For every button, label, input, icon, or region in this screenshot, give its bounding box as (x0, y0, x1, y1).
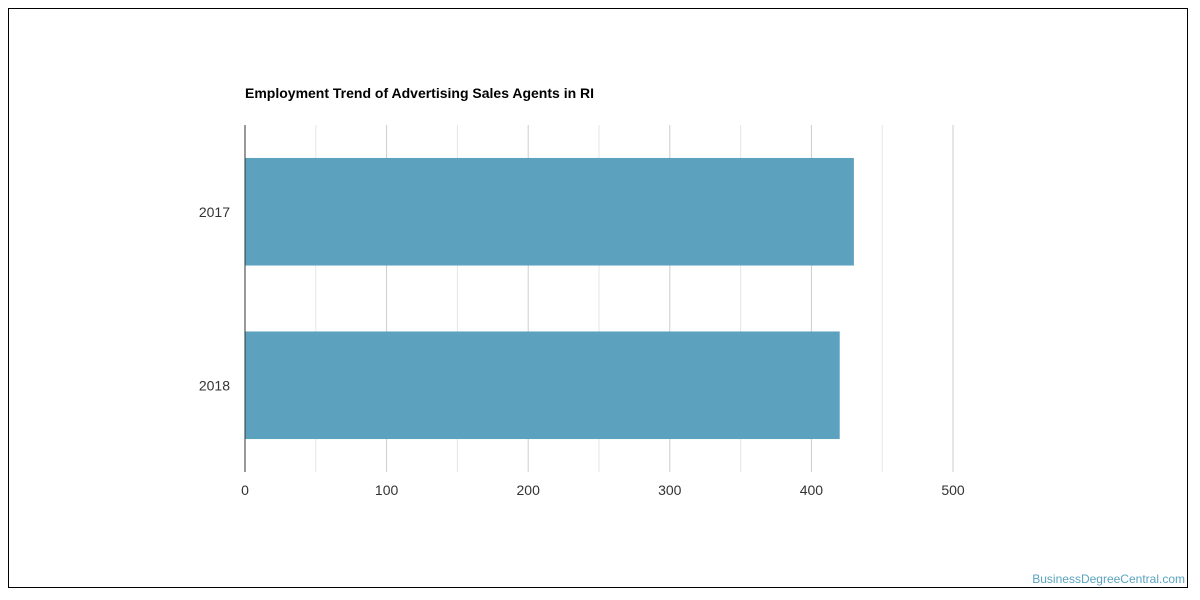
x-tick-label: 300 (658, 482, 682, 498)
bar-2017 (245, 157, 854, 266)
x-tick-label: 100 (375, 482, 399, 498)
category-label-2017: 2017 (199, 204, 230, 220)
watermark-text: BusinessDegreeCentral.com (1032, 572, 1185, 586)
x-tick-label: 400 (800, 482, 824, 498)
category-label-2018: 2018 (199, 377, 230, 393)
x-tick-label: 200 (517, 482, 541, 498)
x-tick-label: 0 (241, 482, 249, 498)
x-tick-labels: 0 100 200 300 400 500 (241, 482, 965, 498)
bars (245, 157, 854, 440)
x-tick-label: 500 (941, 482, 965, 498)
category-labels: 2017 2018 (199, 204, 230, 394)
bar-2018 (245, 331, 840, 440)
chart-frame (8, 8, 1188, 588)
chart-title: Employment Trend of Advertising Sales Ag… (245, 85, 595, 101)
